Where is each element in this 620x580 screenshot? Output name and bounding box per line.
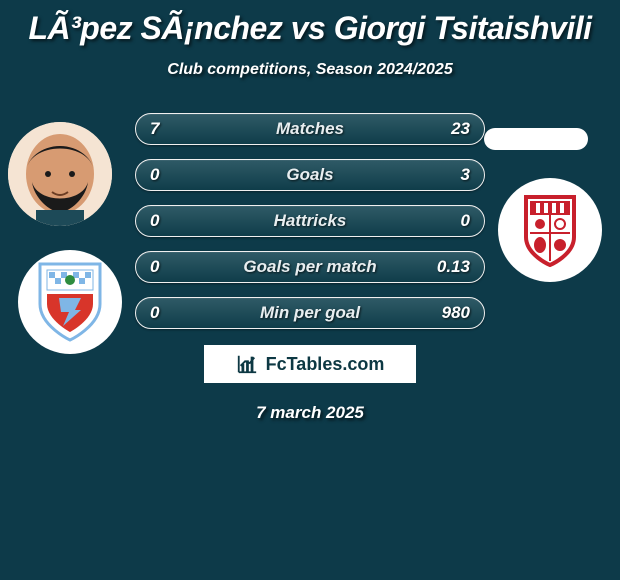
stat-left-value: 7	[150, 119, 190, 139]
stat-label: Goals per match	[190, 257, 430, 277]
stat-row: 0 Goals per match 0.13	[135, 251, 485, 283]
stat-right-value: 0.13	[430, 257, 470, 277]
date-label: 7 march 2025	[0, 403, 620, 423]
stat-left-value: 0	[150, 211, 190, 231]
player-left-avatar	[8, 122, 112, 226]
stat-label: Matches	[190, 119, 430, 139]
subtitle: Club competitions, Season 2024/2025	[0, 61, 620, 79]
stat-row: 0 Hattricks 0	[135, 205, 485, 237]
page-title: LÃ³pez SÃ¡nchez vs Giorgi Tsitaishvili	[0, 10, 620, 47]
stats-list: 7 Matches 23 0 Goals 3 0 Hattricks 0 0 G…	[135, 113, 485, 329]
stat-right-value: 980	[430, 303, 470, 323]
stat-row: 0 Min per goal 980	[135, 297, 485, 329]
club-left-badge	[18, 250, 122, 354]
stat-label: Min per goal	[190, 303, 430, 323]
stat-right-value: 3	[430, 165, 470, 185]
brand-box[interactable]: FcTables.com	[202, 343, 418, 385]
stat-right-value: 0	[430, 211, 470, 231]
stat-left-value: 0	[150, 303, 190, 323]
brand-label: FcTables.com	[266, 354, 385, 375]
stat-left-value: 0	[150, 257, 190, 277]
stat-row: 7 Matches 23	[135, 113, 485, 145]
stat-label: Goals	[190, 165, 430, 185]
club-right-badge	[498, 178, 602, 282]
chart-icon	[236, 353, 258, 375]
stat-label: Hattricks	[190, 211, 430, 231]
stat-row: 0 Goals 3	[135, 159, 485, 191]
player-right-avatar	[484, 128, 588, 150]
comparison-card: LÃ³pez SÃ¡nchez vs Giorgi Tsitaishvili C…	[0, 0, 620, 423]
stat-left-value: 0	[150, 165, 190, 185]
stat-right-value: 23	[430, 119, 470, 139]
